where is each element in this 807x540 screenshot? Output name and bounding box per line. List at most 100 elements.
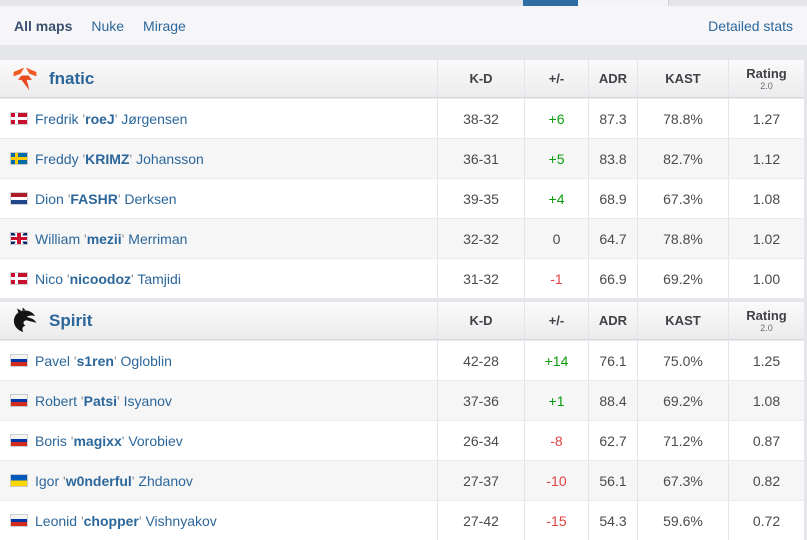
- adr-value: 83.8: [588, 139, 637, 178]
- column-header-adr: ADR: [588, 302, 637, 339]
- plusminus-value: -10: [524, 461, 588, 500]
- kd-value: 36-31: [437, 139, 524, 178]
- player-row: Nico 'nicoodoz' Tamjidi 31-32 -1 66.9 69…: [0, 258, 804, 298]
- player-link[interactable]: William 'mezii' Merriman: [35, 230, 188, 247]
- plusminus-value: -8: [524, 421, 588, 460]
- player-link[interactable]: Leonid 'chopper' Vishnyakov: [35, 512, 217, 529]
- player-row: Boris 'magixx' Vorobiev 26-34 -8 62.7 71…: [0, 420, 804, 460]
- fnatic-stats-table: fnatic K-D +/- ADR KAST Rating 2.0 Fredr…: [0, 60, 804, 298]
- kast-value: 78.8%: [637, 219, 728, 258]
- russia-flag-icon: [11, 395, 27, 406]
- player-link[interactable]: Pavel 's1ren' Ogloblin: [35, 352, 172, 369]
- adr-value: 64.7: [588, 219, 637, 258]
- kd-value: 38-32: [437, 99, 524, 138]
- rating-value: 1.25: [728, 341, 804, 380]
- adr-value: 62.7: [588, 421, 637, 460]
- player-cell: Robert 'Patsi' Isyanov: [0, 381, 437, 420]
- player-link[interactable]: Robert 'Patsi' Isyanov: [35, 392, 172, 409]
- team-name-link[interactable]: Spirit: [49, 310, 93, 330]
- player-row: Pavel 's1ren' Ogloblin 42-28 +14 76.1 75…: [0, 340, 804, 380]
- player-cell: William 'mezii' Merriman: [0, 219, 437, 258]
- player-link[interactable]: Dion 'FASHR' Derksen: [35, 190, 177, 207]
- sweden-flag-icon: [11, 153, 27, 164]
- adr-value: 88.4: [588, 381, 637, 420]
- player-cell: Leonid 'chopper' Vishnyakov: [0, 501, 437, 540]
- kast-value: 67.3%: [637, 461, 728, 500]
- kd-value: 42-28: [437, 341, 524, 380]
- spirit-stats-table: Spirit K-D +/- ADR KAST Rating 2.0 Pavel…: [0, 302, 804, 540]
- kd-value: 31-32: [437, 259, 524, 298]
- spirit-logo-icon: [13, 306, 37, 332]
- player-cell: Freddy 'KRIMZ' Johansson: [0, 139, 437, 178]
- russia-flag-icon: [11, 435, 27, 446]
- player-row: Robert 'Patsi' Isyanov 37-36 +1 88.4 69.…: [0, 380, 804, 420]
- kd-value: 37-36: [437, 381, 524, 420]
- fnatic-header-row: fnatic K-D +/- ADR KAST Rating 2.0: [0, 60, 804, 98]
- plusminus-value: -1: [524, 259, 588, 298]
- player-cell: Pavel 's1ren' Ogloblin: [0, 341, 437, 380]
- plusminus-value: +6: [524, 99, 588, 138]
- map-filter-bar: All maps Nuke Mirage Detailed stats: [0, 6, 807, 45]
- rating-value: 0.82: [728, 461, 804, 500]
- kast-value: 59.6%: [637, 501, 728, 540]
- rating-value: 1.12: [728, 139, 804, 178]
- column-header-kd: K-D: [437, 302, 524, 339]
- adr-value: 56.1: [588, 461, 637, 500]
- player-cell: Boris 'magixx' Vorobiev: [0, 421, 437, 460]
- rating-value: 0.72: [728, 501, 804, 540]
- rating-value: 1.27: [728, 99, 804, 138]
- rating-value: 0.87: [728, 421, 804, 460]
- netherlands-flag-icon: [11, 193, 27, 204]
- column-header-kast: KAST: [637, 60, 728, 97]
- inactive-tab-stub[interactable]: [578, 0, 669, 6]
- filter-tab-mirage[interactable]: Mirage: [143, 17, 186, 34]
- filter-tab-nuke[interactable]: Nuke: [91, 17, 125, 34]
- filter-tab-all-maps[interactable]: All maps: [14, 17, 73, 34]
- kast-value: 69.2%: [637, 381, 728, 420]
- kd-value: 27-42: [437, 501, 524, 540]
- player-row: Dion 'FASHR' Derksen 39-35 +4 68.9 67.3%…: [0, 178, 804, 218]
- player-row: Freddy 'KRIMZ' Johansson 36-31 +5 83.8 8…: [0, 138, 804, 178]
- kast-value: 82.7%: [637, 139, 728, 178]
- player-row: Leonid 'chopper' Vishnyakov 27-42 -15 54…: [0, 500, 804, 540]
- player-row: William 'mezii' Merriman 32-32 0 64.7 78…: [0, 218, 804, 258]
- player-link[interactable]: Igor 'w0nderful' Zhdanov: [35, 472, 193, 489]
- column-header-plusminus: +/-: [524, 60, 588, 97]
- fnatic-logo-icon: [13, 67, 37, 90]
- team-name-link[interactable]: fnatic: [49, 68, 95, 88]
- active-tab-stub[interactable]: [523, 0, 578, 6]
- player-link[interactable]: Freddy 'KRIMZ' Johansson: [35, 150, 204, 167]
- kd-value: 26-34: [437, 421, 524, 460]
- rating-value: 1.08: [728, 381, 804, 420]
- player-link[interactable]: Nico 'nicoodoz' Tamjidi: [35, 270, 181, 287]
- spirit-team-cell: Spirit: [0, 302, 437, 339]
- fnatic-team-cell: fnatic: [0, 60, 437, 97]
- column-header-plusminus: +/-: [524, 302, 588, 339]
- detailed-stats-link[interactable]: Detailed stats: [708, 17, 793, 34]
- player-row: Fredrik 'roeJ' Jørgensen 38-32 +6 87.3 7…: [0, 98, 804, 138]
- kast-value: 78.8%: [637, 99, 728, 138]
- player-cell: Nico 'nicoodoz' Tamjidi: [0, 259, 437, 298]
- plusminus-value: -15: [524, 501, 588, 540]
- ukraine-flag-icon: [11, 475, 27, 486]
- united-kingdom-flag-icon: [11, 233, 27, 244]
- column-header-rating: Rating 2.0: [728, 302, 804, 339]
- kd-value: 39-35: [437, 179, 524, 218]
- kd-value: 32-32: [437, 219, 524, 258]
- player-cell: Igor 'w0nderful' Zhdanov: [0, 461, 437, 500]
- adr-value: 76.1: [588, 341, 637, 380]
- plusminus-value: +14: [524, 341, 588, 380]
- adr-value: 68.9: [588, 179, 637, 218]
- kast-value: 67.3%: [637, 179, 728, 218]
- kd-value: 27-37: [437, 461, 524, 500]
- top-tab-strip: [0, 0, 807, 6]
- player-link[interactable]: Boris 'magixx' Vorobiev: [35, 432, 183, 449]
- column-header-kast: KAST: [637, 302, 728, 339]
- adr-value: 54.3: [588, 501, 637, 540]
- adr-value: 66.9: [588, 259, 637, 298]
- denmark-flag-icon: [11, 273, 27, 284]
- player-link[interactable]: Fredrik 'roeJ' Jørgensen: [35, 110, 188, 127]
- spirit-header-row: Spirit K-D +/- ADR KAST Rating 2.0: [0, 302, 804, 340]
- plusminus-value: 0: [524, 219, 588, 258]
- plusminus-value: +4: [524, 179, 588, 218]
